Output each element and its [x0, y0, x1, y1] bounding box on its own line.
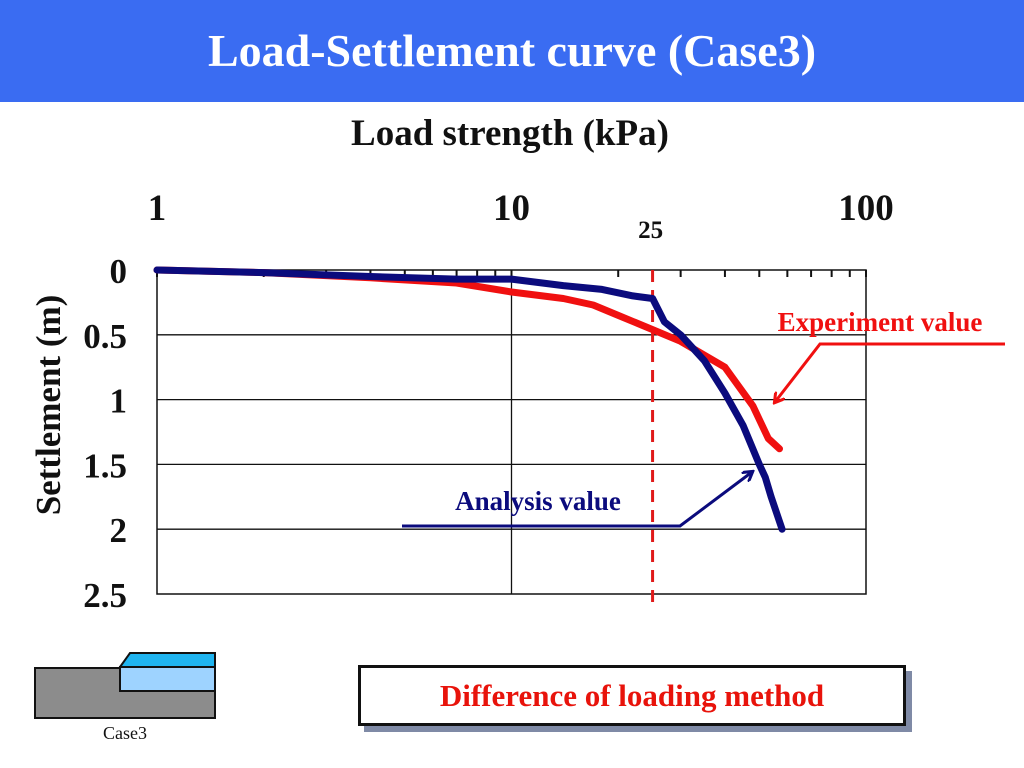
x-tick-labels: 1 10 100 — [148, 188, 894, 229]
analysis-label: Analysis value — [455, 486, 621, 516]
x-tick-label: 10 — [493, 188, 530, 229]
x-tick-label: 100 — [838, 188, 894, 229]
y-tick-label: 1 — [110, 382, 128, 421]
experiment-label: Experiment value — [778, 307, 983, 337]
y-tick-labels: 0 0.5 1 1.5 2 2.5 — [83, 252, 127, 615]
series-experiment-line — [153, 266, 783, 453]
fill-layer-lower — [119, 666, 216, 692]
x-axis-label: Load strength (kPa) — [351, 113, 669, 154]
fill-layer-upper — [118, 652, 216, 668]
case-label: Case3 — [103, 723, 147, 743]
y-tick-label: 2.5 — [83, 576, 127, 615]
reference-line-label: 25 — [638, 217, 663, 244]
page-title: Load-Settlement curve (Case3) — [207, 25, 817, 76]
loading-method-callout: Difference of loading method — [358, 665, 906, 726]
experiment-callout-arrow — [775, 342, 1005, 402]
title-bar — [0, 0, 1024, 102]
case3-diagram — [34, 652, 216, 719]
grid — [157, 270, 866, 594]
y-tick-label: 0.5 — [83, 317, 127, 356]
x-tick-label: 1 — [148, 188, 167, 229]
y-tick-label: 2 — [110, 511, 128, 550]
series-analysis-line — [153, 266, 786, 533]
y-tick-label: 1.5 — [83, 446, 127, 485]
y-axis-label: Settlement (m) — [29, 295, 68, 516]
y-tick-label: 0 — [110, 252, 128, 291]
analysis-callout-arrow — [402, 472, 752, 528]
